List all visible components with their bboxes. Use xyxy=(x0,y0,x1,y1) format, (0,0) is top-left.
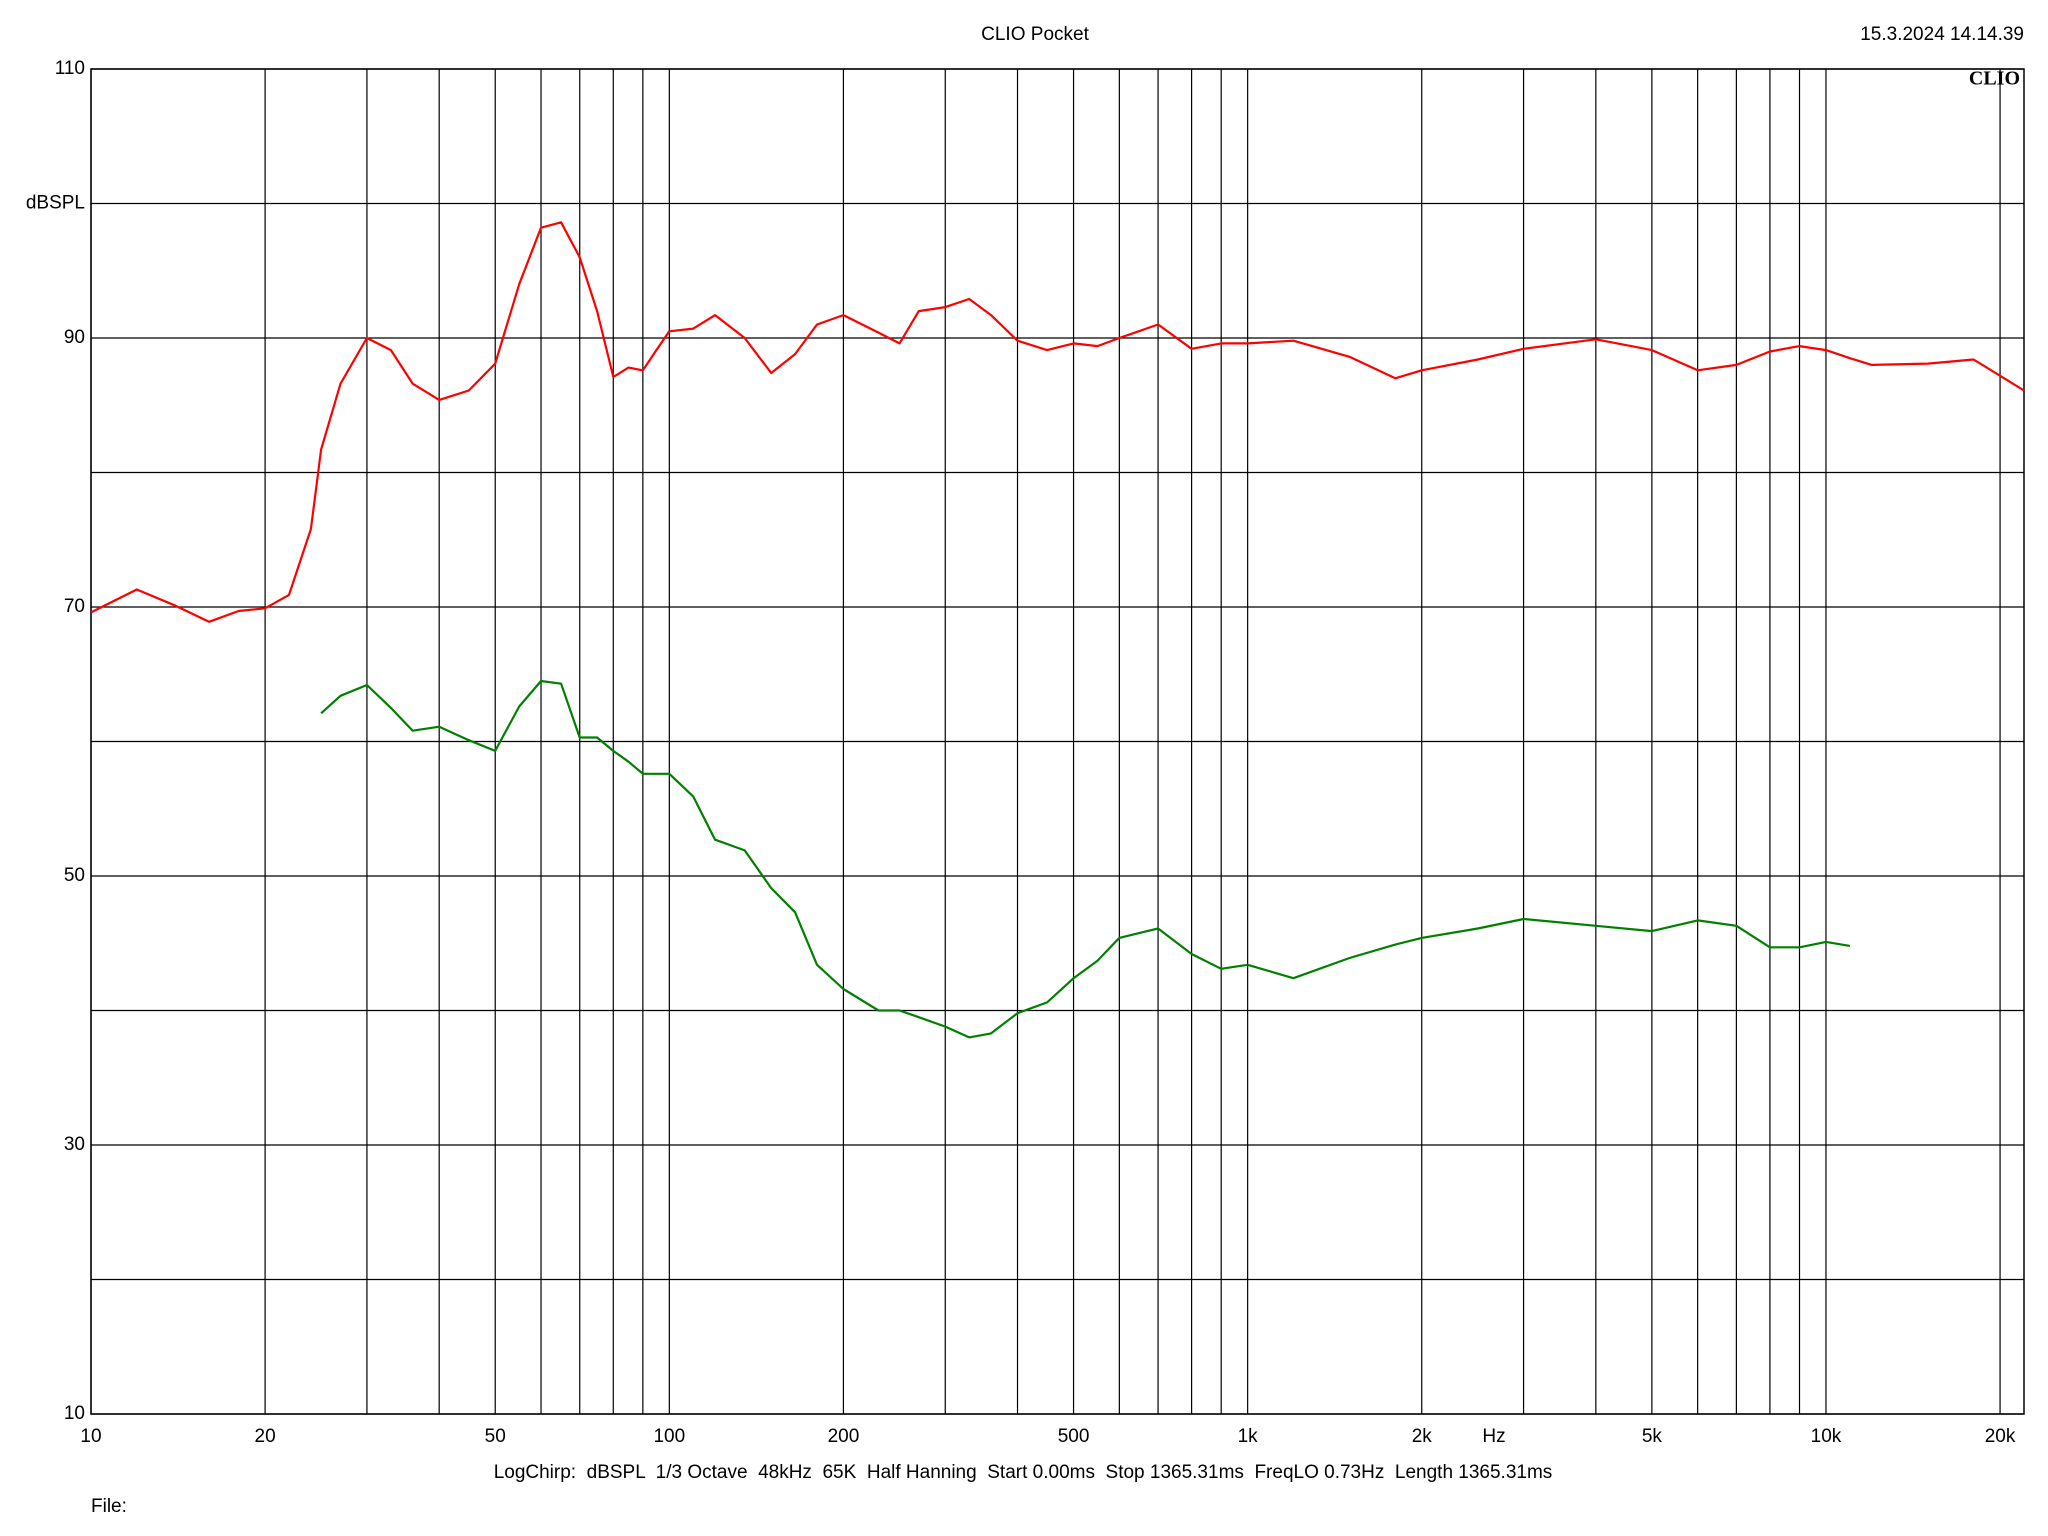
x-tick-label: 2k xyxy=(1412,1426,1433,1447)
x-tick-label: 1k xyxy=(1238,1426,1259,1447)
y-tick-label: 10 xyxy=(64,1403,85,1424)
y-tick-label: 90 xyxy=(64,327,85,348)
x-tick-label: 20 xyxy=(255,1426,276,1447)
footer: LogChirp: dBSPL 1/3 Octave 48kHz 65K Hal… xyxy=(494,1462,1553,1483)
x-tick-label: 200 xyxy=(828,1426,860,1447)
x-tick-label: 10k xyxy=(1811,1426,1842,1447)
series-line xyxy=(90,221,2025,623)
x-tick-label: 20k xyxy=(1985,1426,2016,1447)
timestamp: 15.3.2024 14.14.39 xyxy=(1860,24,2024,45)
x-tick-label: 500 xyxy=(1058,1426,1090,1447)
y-axis-label: dBSPL xyxy=(26,193,85,214)
x-axis-label: Hz xyxy=(1482,1426,1505,1447)
logo: CLIO xyxy=(1969,68,2020,90)
x-tick-label: 5k xyxy=(1642,1426,1663,1447)
x-tick-label: 100 xyxy=(653,1426,685,1447)
y-tick-label: 110 xyxy=(55,58,85,79)
y-tick-label: 30 xyxy=(64,1134,85,1155)
series-line xyxy=(320,679,1851,1039)
x-tick-label: 10 xyxy=(80,1426,101,1447)
y-tick-label: 70 xyxy=(64,596,85,617)
file-label: File: xyxy=(91,1496,127,1517)
y-tick-label: 50 xyxy=(64,865,85,886)
chart-title: CLIO Pocket xyxy=(981,24,1089,45)
x-tick-label: 50 xyxy=(485,1426,506,1447)
